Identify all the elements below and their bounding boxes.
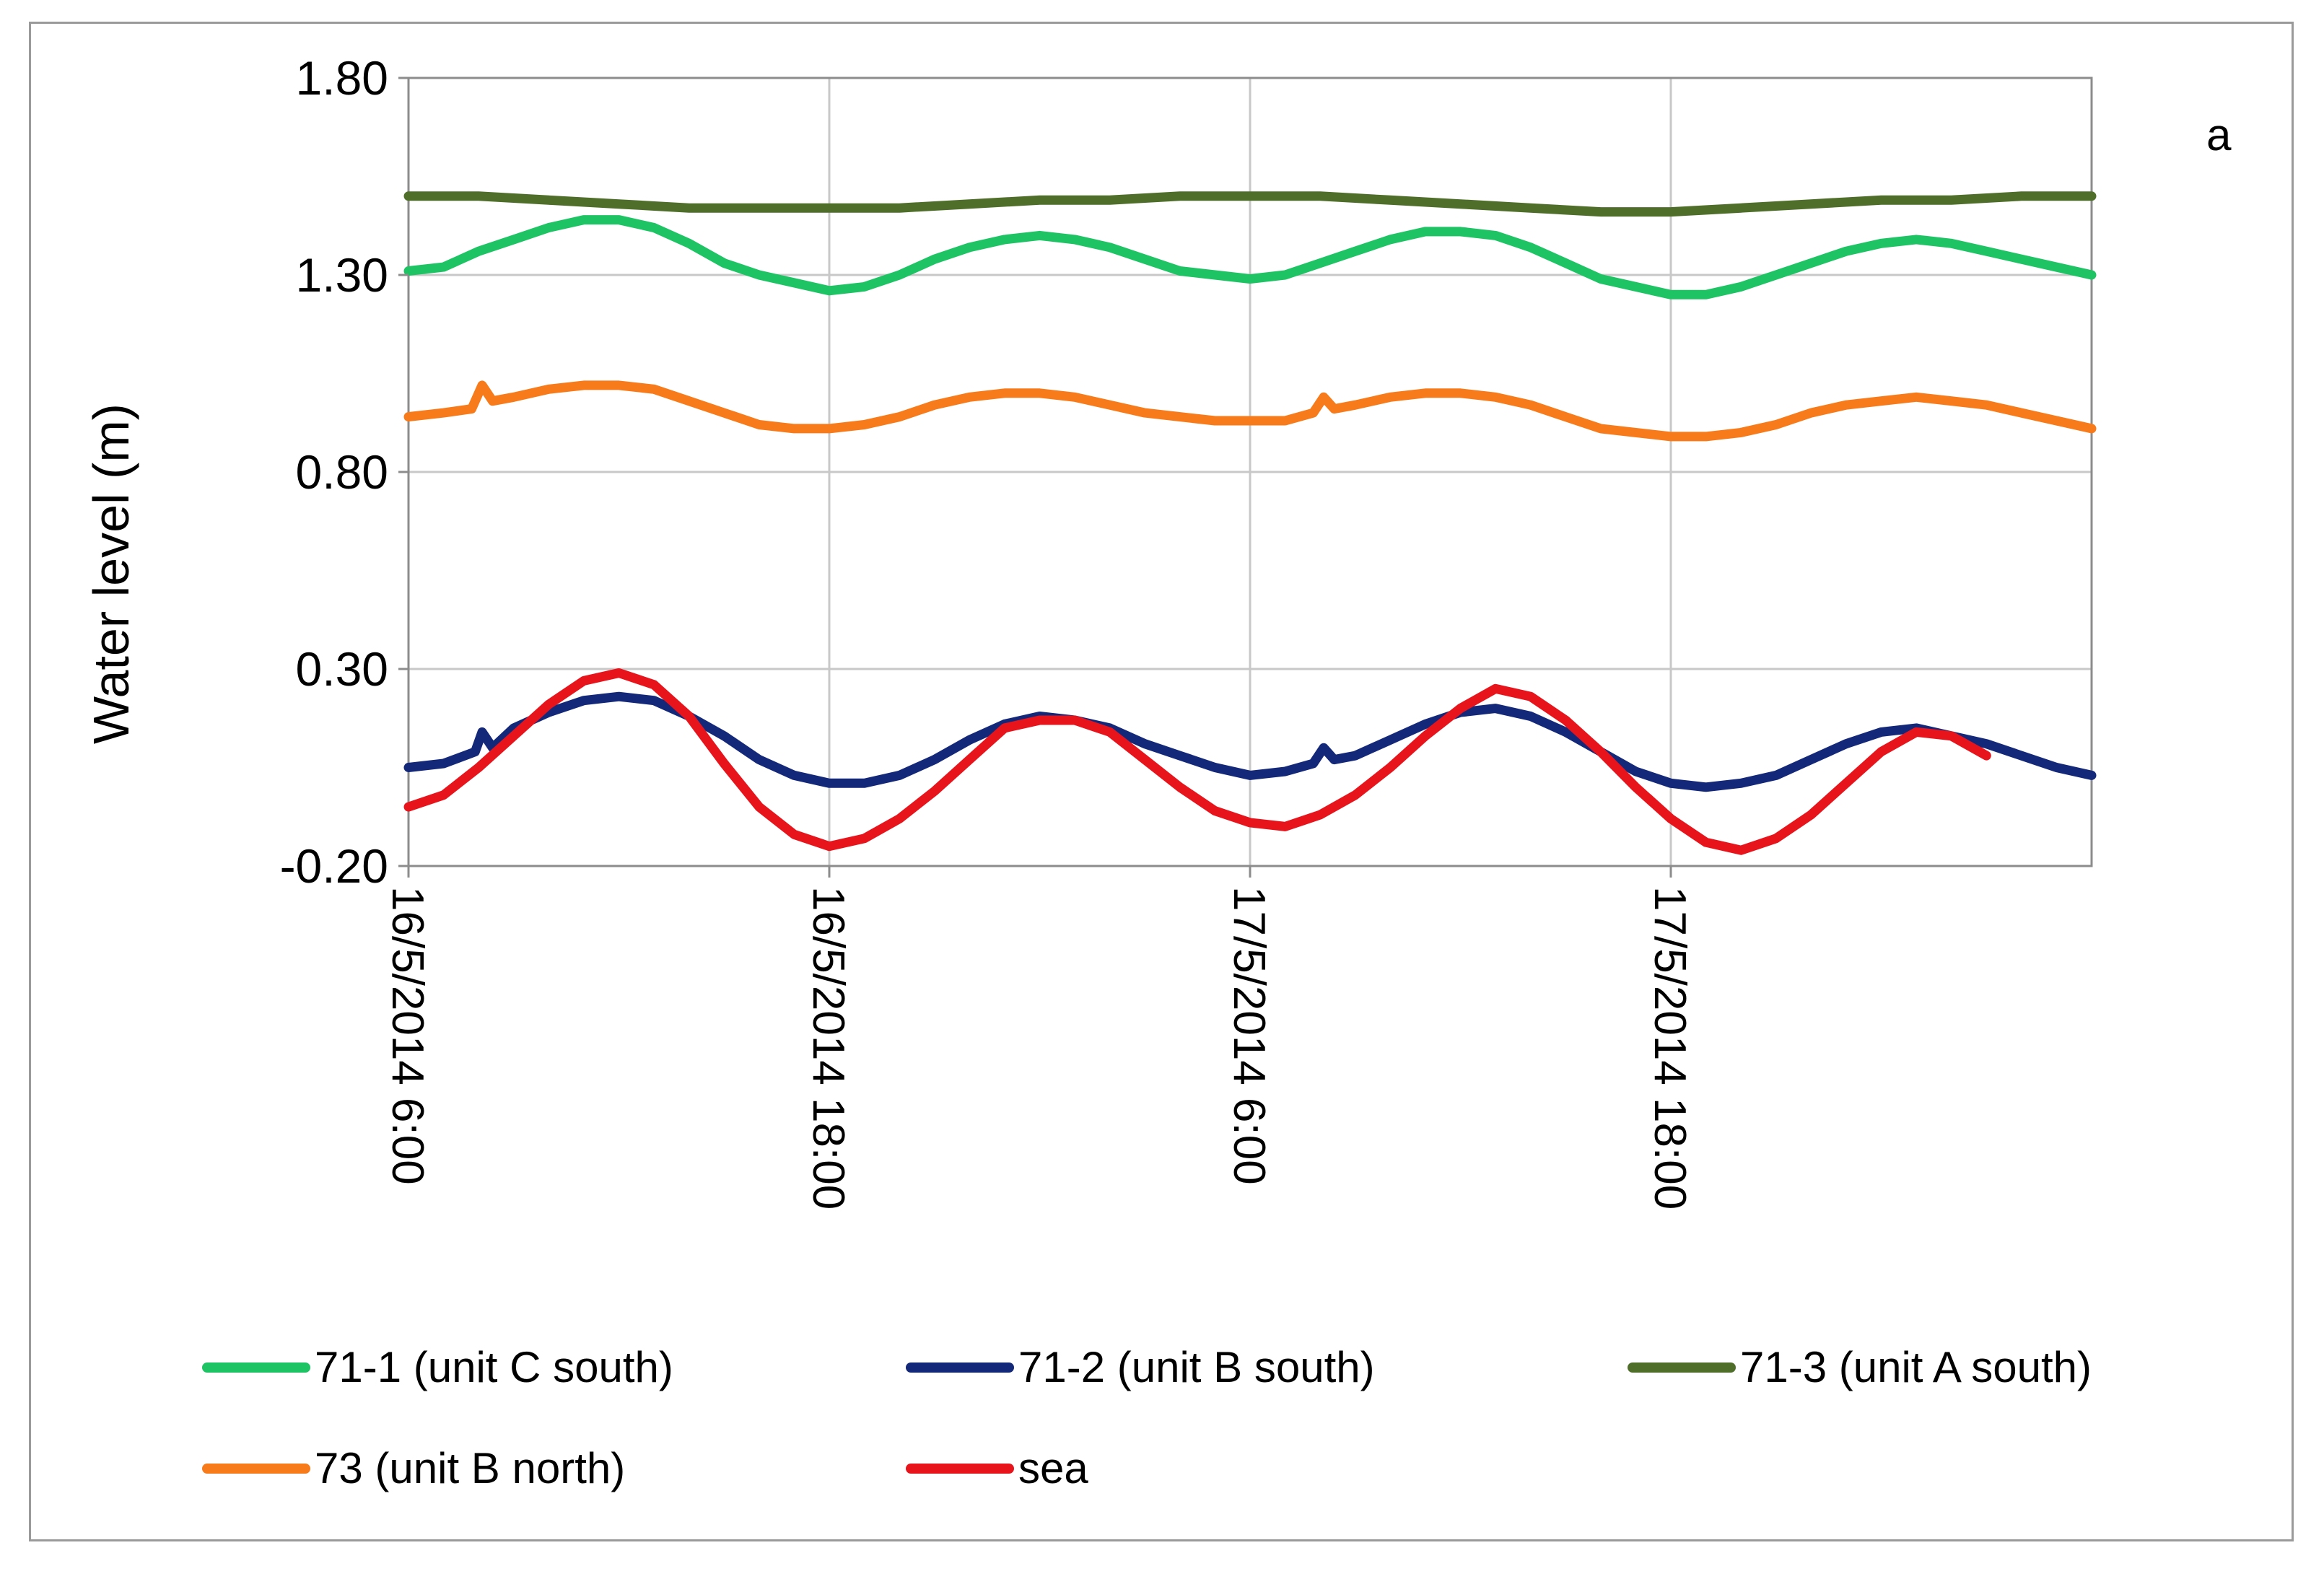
- legend-swatch: [202, 1362, 310, 1373]
- x-tick-label: 16/5/2014 6:00: [383, 886, 432, 1185]
- y-tick-label: 0.80: [296, 445, 388, 499]
- legend-swatch: [1628, 1362, 1736, 1373]
- series-line-1: [403, 215, 2097, 299]
- x-tick-label: 17/5/2014 6:00: [1224, 886, 1274, 1185]
- legend-item: 73 (unit B north): [202, 1443, 625, 1493]
- series-line-2: [403, 691, 2097, 792]
- series-line-5: [403, 668, 1991, 855]
- legend-swatch: [202, 1463, 310, 1474]
- series-line-4: [403, 380, 2097, 442]
- y-tick-label: 0.30: [296, 642, 388, 696]
- legend-swatch: [906, 1463, 1014, 1474]
- y-tick-label: 1.80: [296, 51, 388, 105]
- y-axis-ticks: 1.80 1.30 0.80 0.30 -0.20: [280, 51, 409, 893]
- legend-label: sea: [1018, 1444, 1088, 1492]
- panel-label: a: [2206, 110, 2232, 160]
- x-axis-ticks: 16/5/2014 6:00 16/5/2014 18:00 17/5/2014 6…: [383, 866, 1695, 1210]
- legend-label: 71-2 (unit B south): [1018, 1343, 1375, 1391]
- y-tick-label: -0.20: [280, 839, 388, 893]
- legend-item: 71-3 (unit A south): [1628, 1342, 2092, 1392]
- series-layer: [403, 191, 2097, 855]
- legend-label: 71-1 (unit C south): [315, 1343, 673, 1391]
- legend-label: 73 (unit B north): [315, 1444, 626, 1492]
- x-tick-label: 17/5/2014 18:00: [1645, 886, 1695, 1210]
- legend-item: 71-1 (unit C south): [202, 1342, 673, 1392]
- series-line-3: [403, 191, 2097, 217]
- y-axis-label: Water level (m): [83, 403, 139, 744]
- y-tick-label: 1.30: [296, 248, 388, 302]
- legend-item: 71-2 (unit B south): [906, 1342, 1375, 1392]
- legend-swatch: [906, 1362, 1014, 1373]
- legend-label: 71-3 (unit A south): [1740, 1343, 2092, 1391]
- x-tick-label: 16/5/2014 18:00: [803, 886, 853, 1210]
- legend-item: sea: [906, 1443, 1088, 1493]
